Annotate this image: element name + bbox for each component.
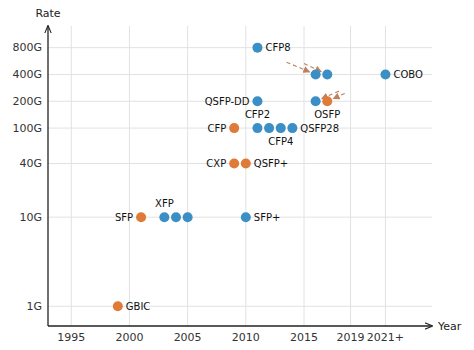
data-point [287,123,297,133]
y-grid-line [48,74,432,75]
y-tick-label: 200G [12,95,42,108]
x-grid-line [71,26,72,326]
data-point [322,96,332,106]
data-point [241,212,251,222]
plot-area [113,43,391,312]
y-grid-line [48,217,432,218]
y-tick-label: 1G [26,300,42,313]
x-grid-line [350,26,351,326]
data-point [276,123,286,133]
point-label: CFP2 [245,109,270,120]
data-point [183,212,193,222]
point-label: CFP8 [265,42,290,53]
point-label: CXP [206,158,226,169]
data-point [252,123,262,133]
x-tick-label: 2021+ [367,331,404,344]
y-grid-line [48,47,432,48]
point-label: CFP [207,123,226,134]
data-point [311,96,321,106]
data-point [252,96,262,106]
data-point [113,301,123,311]
x-grid-line [304,26,305,326]
data-point [322,69,332,79]
tick-labels: 1G 10G 40G 100G 200G 400G 800G 1995 2000 2005 2010… [12,41,404,344]
chart: 1G 10G 40G 100G 200G 400G 800G 1995 2000 2005 2010… [0,0,474,350]
y-grid-line [48,163,432,164]
x-axis-label: Year [437,320,462,333]
axes: Year Rate [35,7,461,333]
point-label: QSFP+ [254,158,288,169]
point-label: QSFP-DD [205,96,250,107]
data-point [241,159,251,169]
data-point [311,69,321,79]
point-label: SFP [115,212,133,223]
y-tick-label: 800G [12,41,42,54]
x-grid-line [187,26,188,326]
y-tick-label: 10G [19,211,42,224]
annotations: GBIC SFP XFP SFP+ CXP QSFP+ CFP CFP2 CFP4 QSFP28 C… [115,42,423,312]
annotation-arrow [333,93,345,98]
grid [48,26,432,326]
y-tick-label: 40G [19,157,42,170]
point-label: GBIC [126,301,151,312]
data-point [171,212,181,222]
point-label: COBO [393,69,423,80]
point-label: SFP+ [254,212,281,223]
point-label: XFP [155,198,174,209]
x-tick-label: 2019 [337,331,365,344]
data-point [159,212,169,222]
annotation-arrow [287,62,310,72]
x-tick-label: 2015 [290,331,318,344]
x-grid-line [129,26,130,326]
data-point [264,123,274,133]
x-tick-label: 2000 [115,331,143,344]
x-grid-line [245,26,246,326]
data-point [229,159,239,169]
x-tick-label: 2010 [232,331,260,344]
y-tick-label: 100G [12,122,42,135]
point-label: CFP4 [268,136,293,147]
y-axis-line [47,26,48,326]
point-label: QSFP28 [300,123,339,134]
y-axis-label: Rate [35,7,60,20]
x-axis-line [48,325,432,326]
data-point [136,212,146,222]
point-label: OSFP [314,109,340,120]
data-point [380,69,390,79]
data-point [229,123,239,133]
y-grid-line [48,306,432,307]
y-grid-line [48,128,432,129]
x-tick-label: 1995 [57,331,85,344]
y-tick-label: 400G [12,68,42,81]
data-point [252,43,262,53]
x-tick-label: 2005 [174,331,202,344]
